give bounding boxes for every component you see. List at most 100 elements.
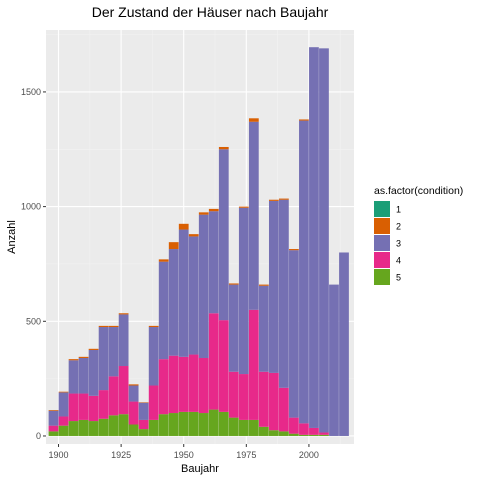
bar-segment: [198, 214, 209, 358]
bar-segment: [268, 372, 279, 431]
bar-segment: [289, 250, 299, 418]
bar-segment: [228, 417, 239, 436]
legend-swatch: [374, 269, 390, 285]
y-tick-label: 1000: [21, 202, 41, 212]
legend-title: as.factor(condition): [374, 185, 463, 197]
bar-segment: [118, 313, 129, 315]
bar-segment: [108, 376, 119, 416]
bar-segment: [279, 199, 289, 388]
bar-segment: [168, 355, 179, 414]
bar-segment: [188, 411, 199, 436]
bar-segment: [208, 208, 219, 212]
bar-segment: [299, 423, 309, 435]
bar-segment: [248, 419, 259, 436]
legend-label: 5: [396, 273, 401, 283]
bar-segment: [98, 418, 109, 436]
y-tick-label: 0: [36, 431, 41, 441]
bar-segment: [228, 284, 239, 372]
bar-segment: [309, 427, 319, 435]
bar-segment: [319, 48, 329, 433]
bar-segment: [268, 199, 279, 201]
legend-label: 4: [396, 256, 401, 266]
bar-segment: [48, 410, 59, 411]
bar-segment: [228, 283, 239, 285]
y-tick-label: 500: [26, 316, 41, 326]
bar-segment: [88, 421, 99, 436]
legend-label: 1: [396, 205, 401, 215]
chart-title: Der Zustand der Häuser nach Baujahr: [92, 4, 329, 20]
bar-segment: [128, 424, 139, 436]
bar-segment: [248, 118, 259, 122]
bar-segment: [98, 325, 109, 328]
bar-segment: [319, 434, 329, 436]
bar-segment: [168, 242, 179, 250]
bar-segment: [48, 410, 59, 426]
bar-segment: [178, 223, 189, 230]
bar-segment: [299, 119, 309, 121]
bar-segment: [78, 393, 89, 420]
bar-segment: [108, 325, 119, 328]
bar-segment: [248, 121, 259, 310]
bar-segment: [88, 395, 99, 422]
x-tick-label: 1950: [174, 450, 194, 460]
bar-segment: [188, 234, 199, 237]
bar-segment: [198, 212, 209, 215]
x-tick-label: 1925: [111, 450, 131, 460]
bar-segment: [58, 416, 69, 426]
bar-segment: [118, 414, 129, 436]
bar-segment: [228, 371, 239, 418]
x-tick-label: 1900: [49, 450, 69, 460]
bar-segment: [148, 385, 159, 420]
bar-segment: [188, 236, 199, 355]
bar-segment: [319, 432, 329, 435]
bar-segment: [329, 284, 339, 436]
bar-segment: [309, 434, 319, 436]
bar-segment: [98, 327, 109, 391]
bar-segment: [148, 327, 159, 386]
bar-segment: [299, 120, 309, 424]
bar-segment: [68, 421, 79, 436]
legend-swatch: [374, 218, 390, 234]
bar-segment: [128, 385, 139, 402]
y-axis: 0 500 1000 1500: [21, 87, 46, 441]
bar-segment: [168, 413, 179, 436]
y-tick-label: 1500: [21, 87, 41, 97]
legend-label: 3: [396, 239, 401, 249]
bar-segment: [198, 357, 209, 414]
bar-segment: [98, 390, 109, 419]
bar-segment: [178, 356, 189, 412]
bar-segment: [48, 425, 59, 432]
bar-segment: [208, 211, 219, 314]
y-axis-title: Anzahl: [6, 220, 18, 254]
bar-segment: [208, 409, 219, 436]
bar-segment: [118, 366, 129, 415]
x-axis-title: Baujahr: [181, 463, 219, 475]
bar-segment: [218, 146, 229, 150]
bar-segment: [198, 413, 209, 436]
bar-segment: [289, 249, 299, 251]
bar-segment: [138, 402, 149, 420]
bar-segment: [68, 393, 79, 422]
bar-segment: [58, 391, 69, 393]
bar-segment: [138, 419, 149, 430]
bar-segment: [128, 401, 139, 425]
bar-segment: [108, 415, 119, 436]
bar-segment: [238, 419, 249, 436]
bar-segment: [128, 384, 139, 386]
bar-segment: [289, 433, 299, 436]
legend: as.factor(condition) 1 2 3 4 5: [374, 185, 463, 285]
bar-segment: [268, 430, 279, 436]
bar-segment: [208, 313, 219, 410]
bar-segment: [138, 429, 149, 436]
bar-segment: [248, 309, 259, 420]
x-tick-label: 1975: [236, 450, 256, 460]
bar-segment: [289, 417, 299, 434]
bar-segment: [48, 431, 59, 436]
legend-items: 1 2 3 4 5: [374, 201, 401, 285]
bar-segment: [108, 327, 119, 377]
legend-swatch: [374, 235, 390, 251]
x-axis: 1900 1925 1950 1975 2000: [49, 444, 319, 460]
bar-segment: [279, 198, 289, 200]
bars: [48, 47, 349, 436]
